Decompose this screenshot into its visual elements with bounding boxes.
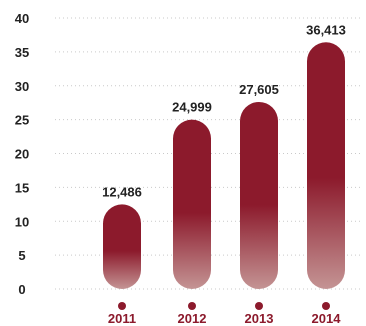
x-marker-dot — [255, 302, 263, 310]
data-label-2014: 36,413 — [306, 22, 346, 37]
bar-2012 — [173, 119, 211, 289]
y-tick-label: 15 — [15, 180, 29, 195]
x-axis-category-labels: 2011 2012 2013 2014 — [108, 302, 341, 326]
x-marker-dot — [188, 302, 196, 310]
y-tick-label: 20 — [15, 147, 29, 162]
x-category-label-2013: 2013 — [245, 311, 274, 326]
bars — [103, 42, 345, 289]
x-marker-dot — [118, 302, 126, 310]
data-label-2013: 27,605 — [239, 82, 279, 97]
x-category-label-2011: 2011 — [108, 311, 136, 326]
y-tick-label: 5 — [18, 248, 25, 263]
y-tick-label: 30 — [15, 79, 29, 94]
data-labels: 12,486 24,999 27,605 36,413 — [102, 22, 346, 199]
x-category-label-2014: 2014 — [312, 311, 342, 326]
bar-2014 — [307, 42, 345, 289]
y-tick-label: 0 — [18, 282, 25, 297]
bar-2011 — [103, 204, 141, 289]
y-tick-label: 25 — [15, 113, 29, 128]
data-label-2012: 24,999 — [172, 100, 212, 115]
bar-2013 — [240, 101, 278, 289]
y-tick-label: 40 — [15, 11, 29, 26]
data-label-2011: 12,486 — [102, 184, 142, 199]
y-tick-label: 35 — [15, 45, 29, 60]
y-axis-tick-labels: 0 5 10 15 20 25 30 35 40 — [15, 11, 29, 297]
x-marker-dot — [322, 302, 330, 310]
y-tick-label: 10 — [15, 214, 29, 229]
x-category-label-2012: 2012 — [178, 311, 207, 326]
